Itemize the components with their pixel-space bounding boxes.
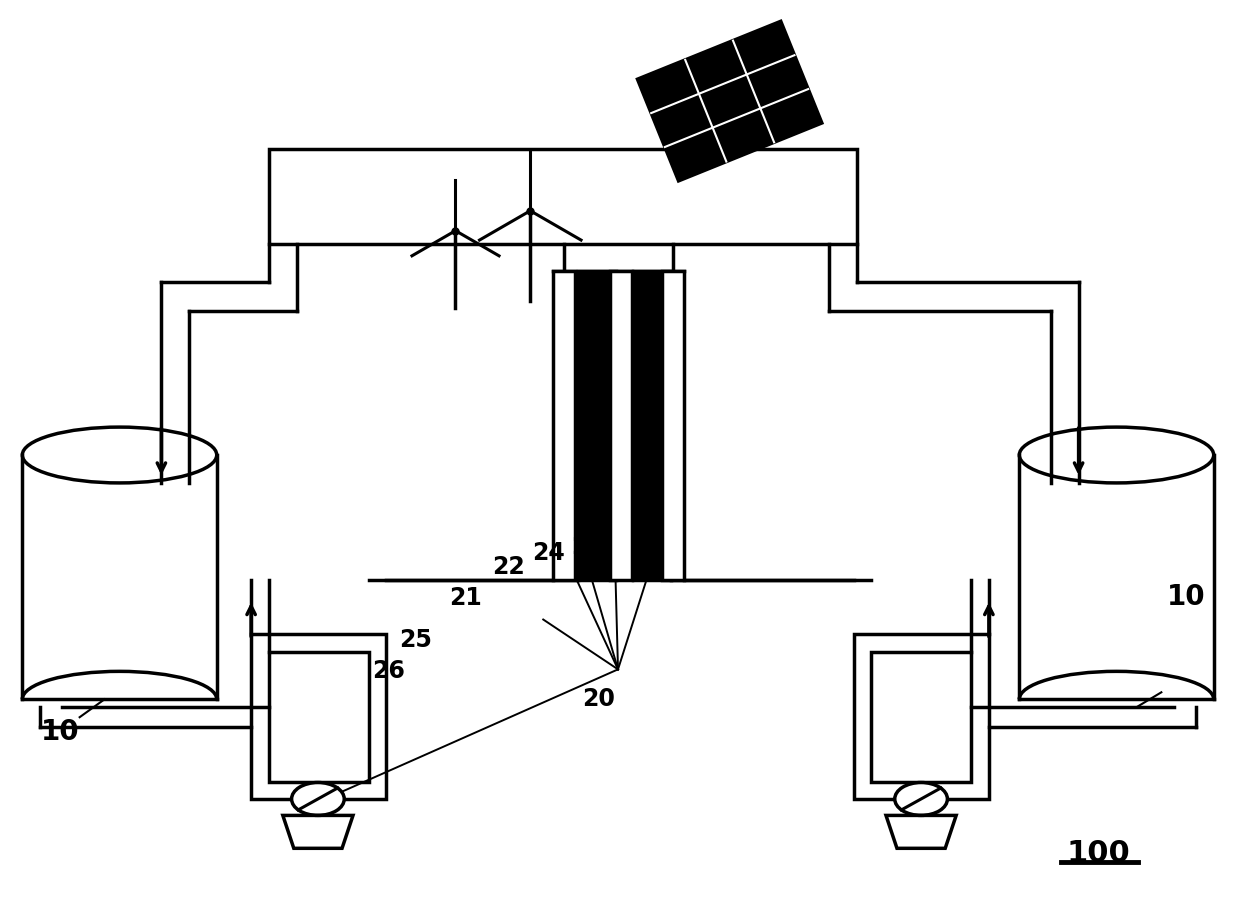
Text: 26: 26 — [372, 659, 405, 683]
Text: 10: 10 — [41, 718, 79, 746]
Bar — [662, 271, 683, 580]
Bar — [553, 271, 575, 580]
Bar — [578, 271, 616, 580]
Ellipse shape — [291, 782, 345, 815]
Text: 22: 22 — [492, 555, 525, 579]
Bar — [872, 652, 971, 782]
Text: 23: 23 — [570, 535, 604, 558]
Text: 100: 100 — [1066, 839, 1131, 868]
Bar — [252, 635, 386, 799]
Polygon shape — [637, 21, 822, 181]
Text: 21: 21 — [449, 586, 482, 610]
Text: 10: 10 — [1167, 582, 1205, 611]
Bar — [269, 652, 368, 782]
Text: 20: 20 — [582, 687, 615, 712]
Bar — [854, 635, 988, 799]
Text: 25: 25 — [399, 628, 432, 653]
Bar — [269, 149, 857, 244]
Bar — [610, 271, 632, 580]
Bar — [632, 271, 671, 580]
Text: 24: 24 — [532, 541, 564, 565]
Ellipse shape — [895, 782, 947, 815]
